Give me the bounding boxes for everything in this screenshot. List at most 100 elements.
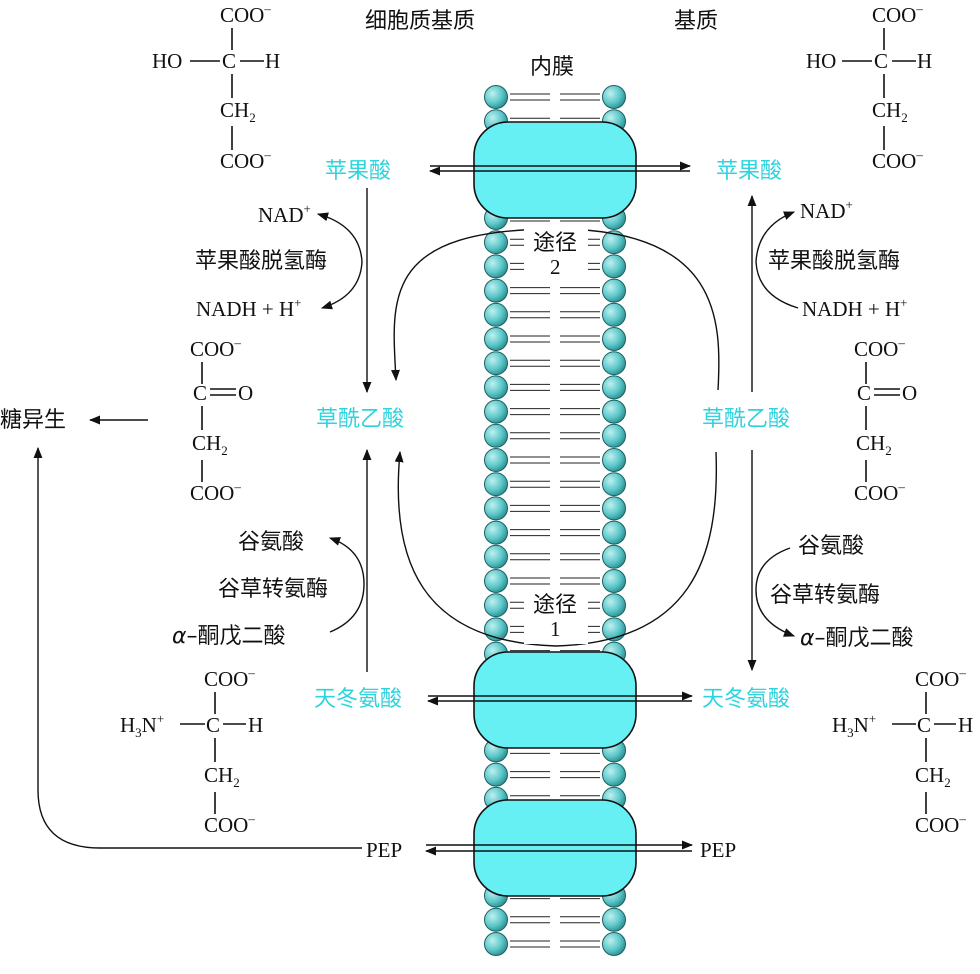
svg-text:CH2: CH2 [856,431,892,458]
aspartate-structure-right: COO– H3N+ C H CH2 COO– [832,665,973,837]
svg-text:CH2: CH2 [872,98,908,125]
svg-text:COO–: COO– [190,335,241,361]
nad-curve-left [316,212,363,310]
lipid-head [484,375,508,400]
oxaloacetate-matrix: 草酰乙酸 [702,407,790,432]
malate-cytoplasm: 苹果酸 [325,159,391,184]
nad-curve-right [755,211,799,309]
aminotransferase-right: 谷草转氨酶 [770,583,880,608]
transporter-malate [473,121,637,219]
matrix-label: 基质 [674,9,718,34]
svg-text:C: C [857,381,871,405]
aminotransferase-left: 谷草转氨酶 [218,577,328,602]
lipid-head [602,496,626,521]
svg-text:C: C [206,713,220,737]
lipid-head [602,230,626,255]
aspartate-matrix: 天冬氨酸 [702,687,790,712]
nad-matrix: NAD+ [800,197,853,223]
lipid-head [484,351,508,376]
pathway2-word: 途径 [533,231,577,256]
svg-text:C: C [193,381,207,405]
pathway1-label-bg [524,590,588,644]
svg-text:HO: HO [152,49,182,73]
lipid-head [602,327,626,351]
lipid-head [602,254,626,279]
aspartate-structure-left: COO– H3N+ C H CH2 COO– [120,665,263,837]
svg-text:COO–: COO– [204,665,255,691]
svg-text:COO–: COO– [915,811,966,837]
lipid-head [602,85,626,109]
lipid-head [602,448,626,472]
nadh-left: NADH + H+ [196,295,302,321]
svg-text:CH2: CH2 [915,763,951,790]
lipid-head [602,544,626,569]
pathway1-arc [394,450,718,647]
lipid-head [484,399,508,424]
pep-matrix: PEP [700,838,736,862]
lipid-head [602,520,626,545]
pathway1-number: 1 [550,617,561,641]
svg-text:H: H [917,49,932,73]
svg-text:COO–: COO– [204,811,255,837]
transporter-pep [473,799,637,897]
lipid-head [484,254,508,279]
malate-dehydrogenase-left: 苹果酸脱氢酶 [195,249,327,274]
lipid-head [484,327,508,351]
transporter-aspartate [473,651,637,749]
pathway2-label-bg [524,228,588,280]
malate-dehydrogenase-right: 苹果酸脱氢酶 [768,249,900,274]
lipid-head [602,617,626,642]
membrane-label: 内膜 [530,55,574,80]
lipid-head [602,569,626,593]
cytoplasm-label: 细胞质基质 [365,9,475,34]
lipid-head [484,907,508,932]
lipid-head [602,762,626,787]
svg-text:H: H [958,713,973,737]
lipid-head [602,278,626,303]
malate-exchange-arrows [428,161,692,176]
svg-text:O: O [902,381,917,405]
lipid-head [484,230,508,255]
svg-text:O: O [238,381,253,405]
lipid-head [602,593,626,618]
svg-text:COO–: COO– [190,479,241,505]
svg-text:C: C [917,713,931,737]
svg-text:C: C [874,49,888,73]
lipid-head [484,496,508,521]
pathway1-word: 途径 [533,593,577,618]
lipid-head [484,448,508,472]
pep-cytoplasm: PEP [366,838,402,862]
ketoglutarate-left: α–酮戊二酸 [172,624,286,649]
svg-text:H3N+: H3N+ [120,711,164,740]
lipid-head [602,399,626,424]
svg-text:COO–: COO– [854,335,905,361]
pathway2-number: 2 [550,255,561,279]
malate-structure-right: COO– HO C H CH2 COO– [806,1,932,173]
glu-curve-left [328,537,365,633]
lipid-head [602,907,626,932]
oxaloacetate-cytoplasm: 草酰乙酸 [316,407,404,432]
svg-text:COO–: COO– [872,147,923,173]
gluconeogenesis-label: 糖异生 [0,408,66,433]
lipid-head [484,762,508,787]
lipid-head [602,472,626,497]
aspartate-cytoplasm: 天冬氨酸 [314,687,402,712]
svg-text:C: C [222,49,236,73]
svg-text:CH2: CH2 [192,431,228,458]
glu-curve-right [755,547,796,637]
lipid-head [602,423,626,448]
svg-text:HO: HO [806,49,836,73]
ketoglutarate-right: α–酮戊二酸 [800,626,914,651]
lipid-head [602,351,626,376]
lipid-head [484,85,508,109]
svg-text:H: H [248,713,263,737]
malate-structure-left: COO– HO C H CH2 COO– [152,1,280,173]
svg-text:COO–: COO– [220,1,271,27]
glutamate-right: 谷氨酸 [798,534,864,559]
lipid-head [484,932,508,956]
pathway2-left-arc [391,228,557,382]
svg-text:COO–: COO– [220,147,271,173]
svg-text:CH2: CH2 [204,763,240,790]
lipid-head [484,423,508,448]
